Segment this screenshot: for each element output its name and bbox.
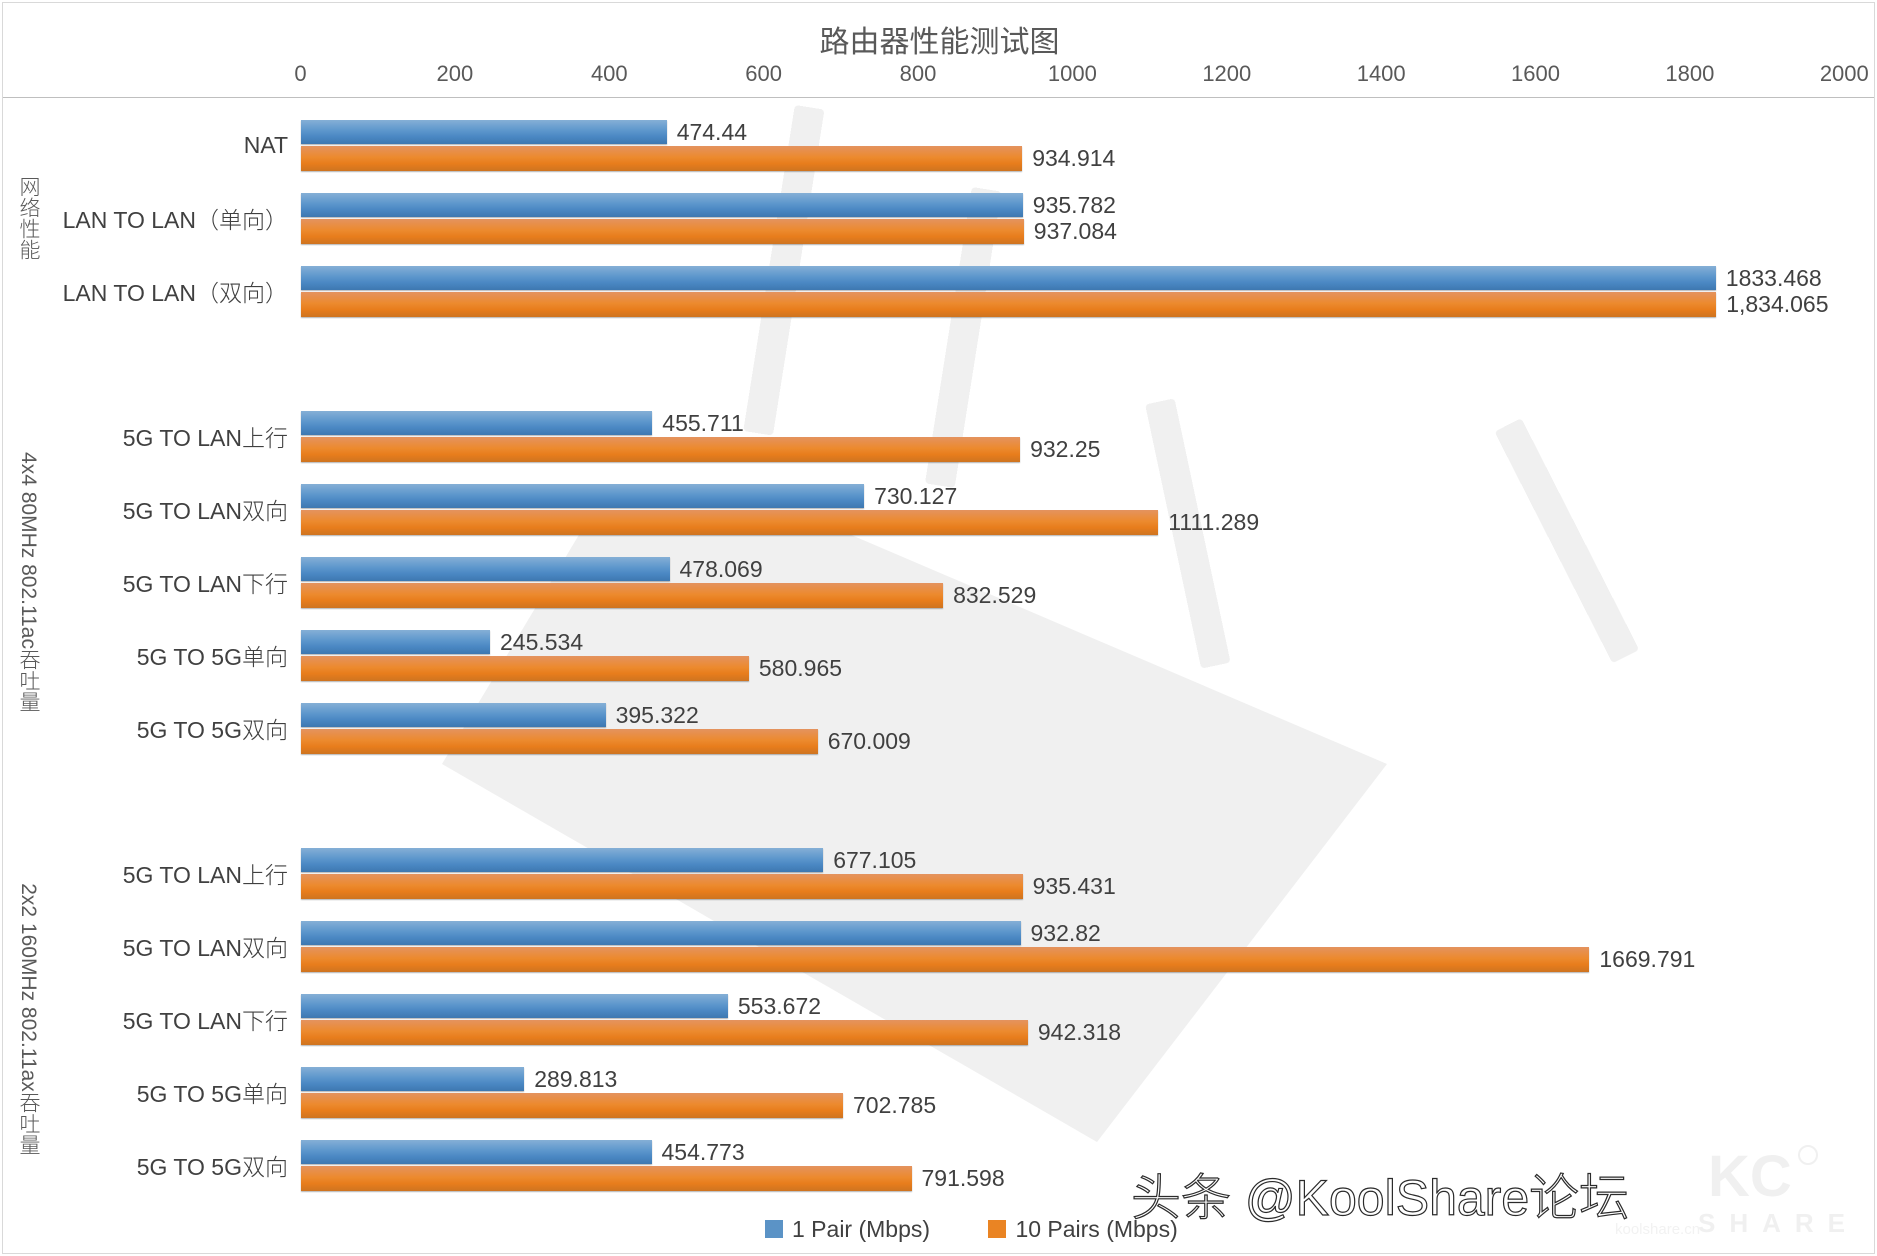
svg-text:KC: KC [1708, 1144, 1792, 1209]
